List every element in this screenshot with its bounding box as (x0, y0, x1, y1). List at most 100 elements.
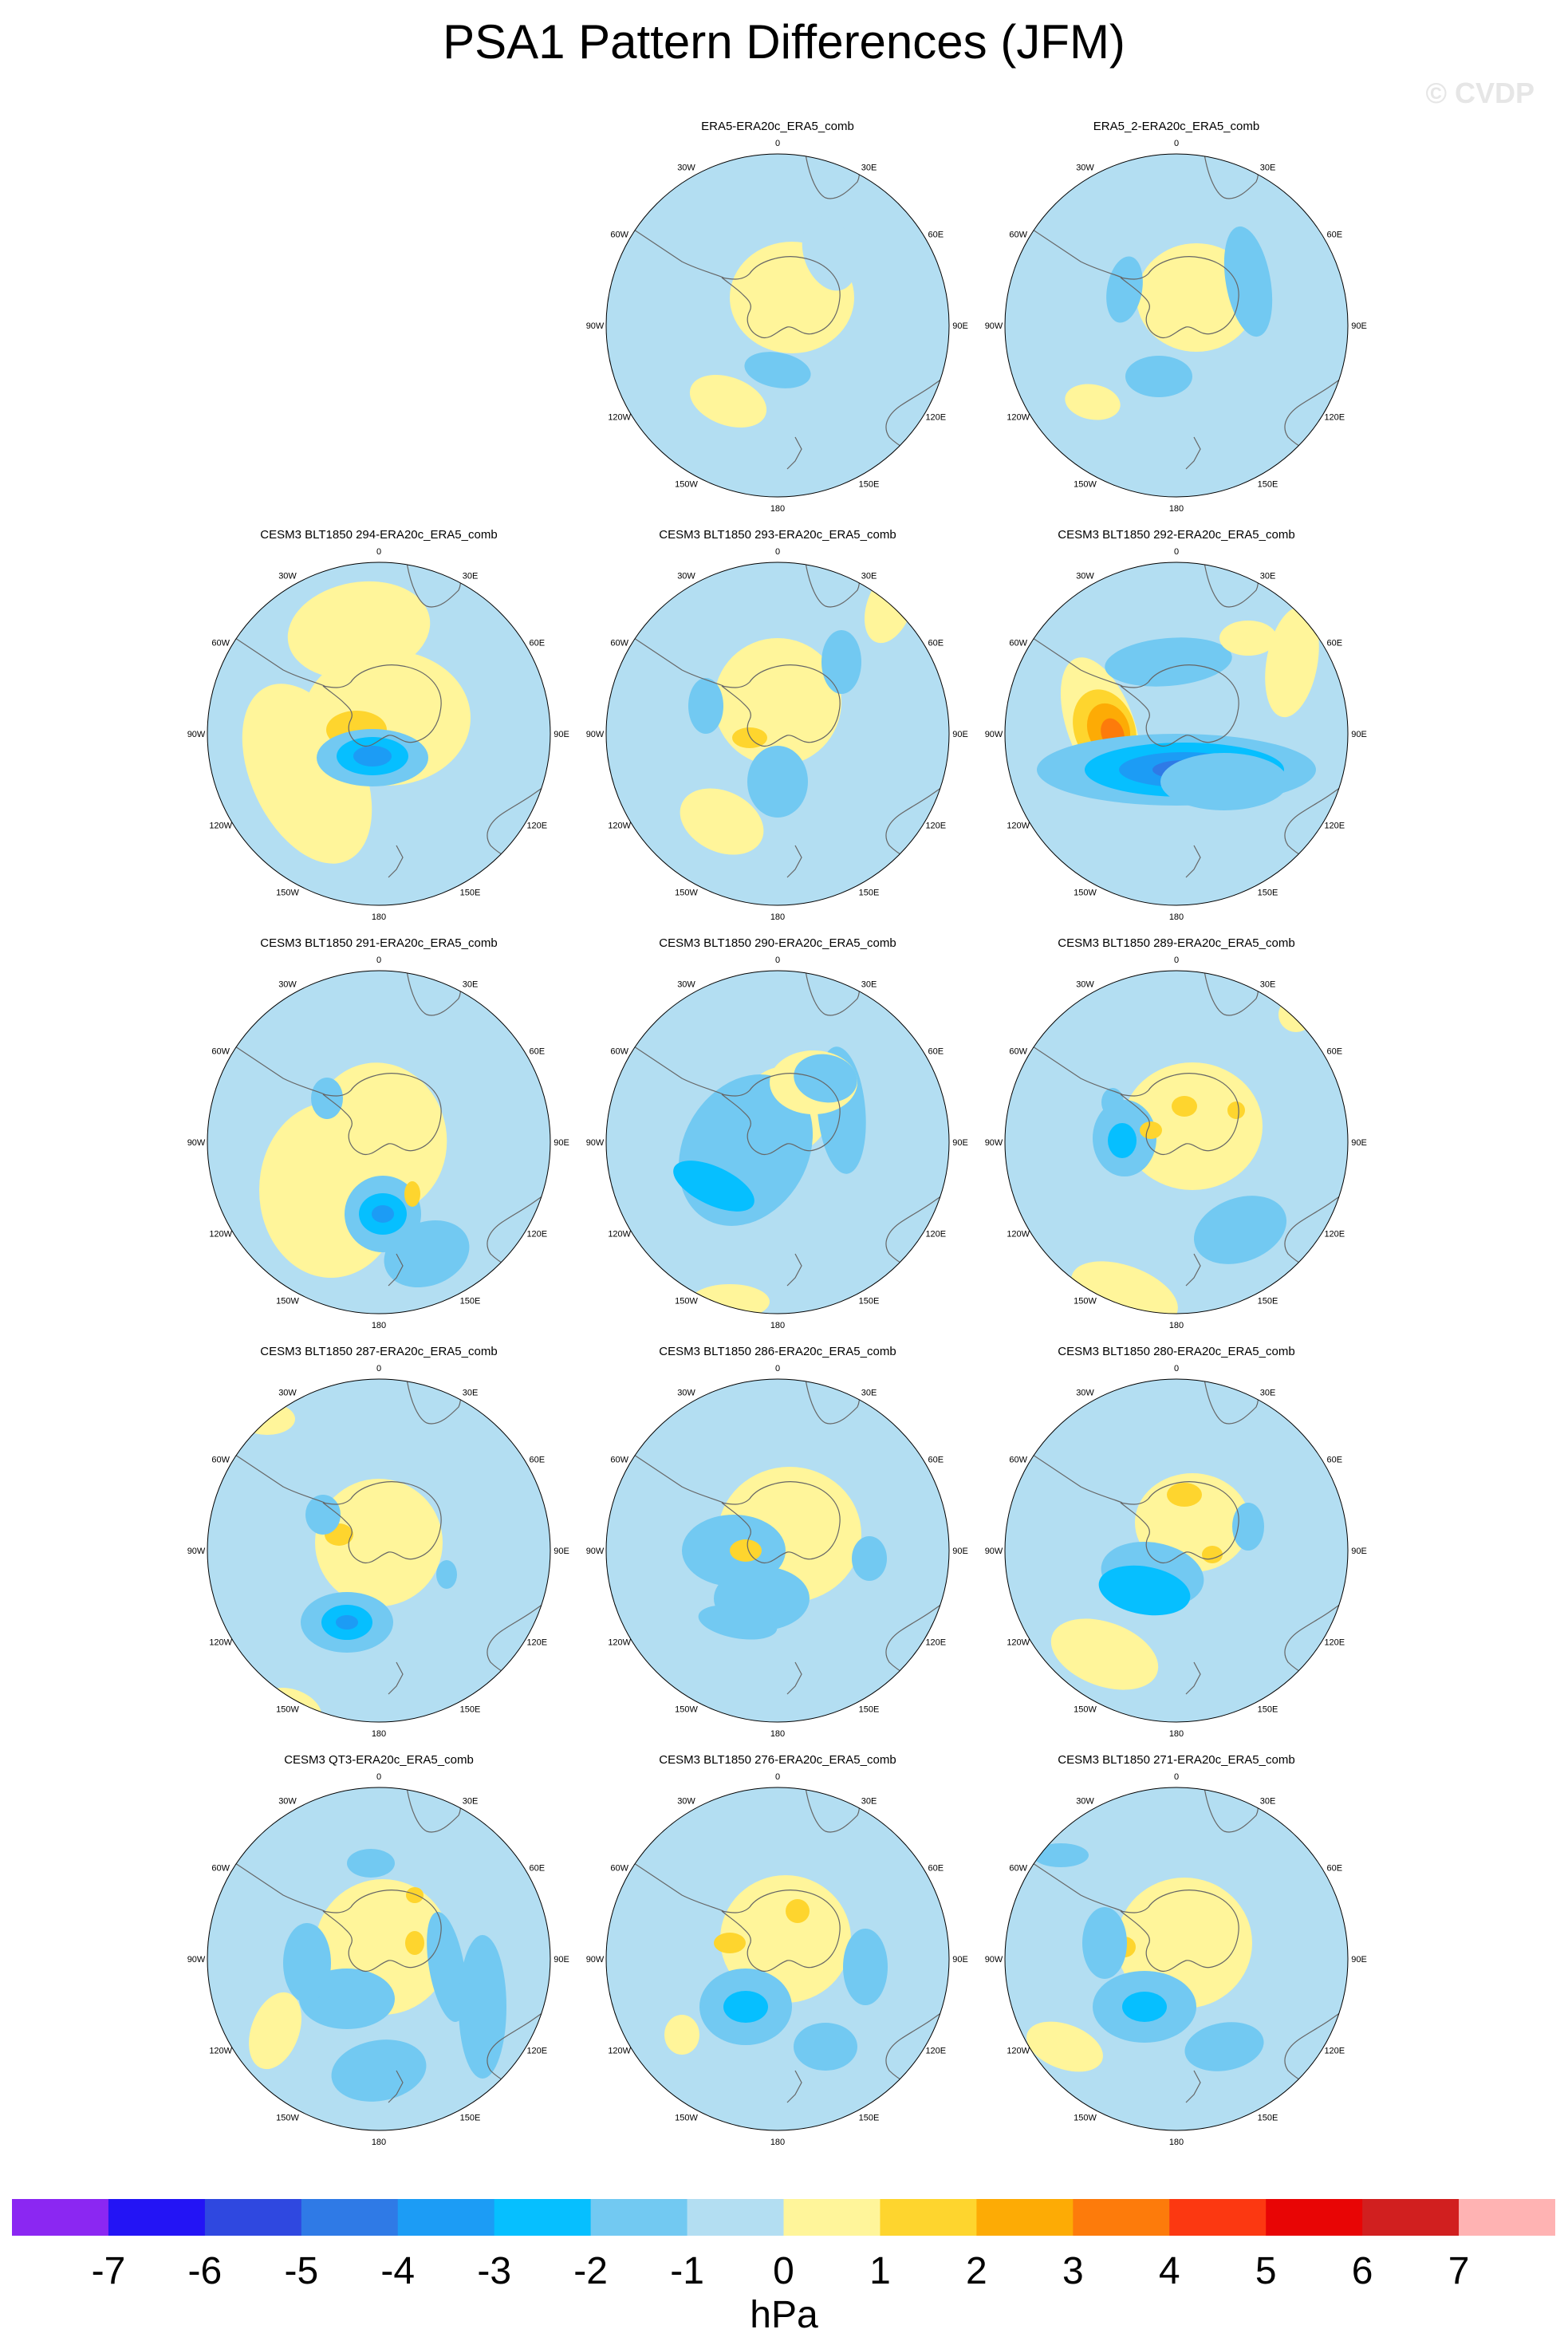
anomaly-contour (1122, 1992, 1167, 2022)
longitude-label: 120W (1007, 822, 1030, 831)
longitude-label: 60E (928, 1456, 944, 1465)
longitude-label: 60E (1327, 1864, 1343, 1874)
anomaly-contour (436, 1560, 457, 1589)
longitude-label: 90E (1351, 730, 1367, 739)
colorbar-tick-label: 5 (1255, 2250, 1277, 2292)
anomaly-contour (315, 1479, 443, 1606)
longitude-label: 30W (677, 1389, 695, 1398)
colorbar-tick-label: -3 (477, 2250, 512, 2292)
polar-stereographic-map: 0 30E 60E 90E 120E 150E 180 150W 120W 90W 60W 30W (187, 1772, 569, 2147)
map-border (207, 970, 551, 1314)
anomaly-contour (689, 375, 767, 428)
longitude-label: 150E (859, 1704, 880, 1714)
longitude-label: 0 (775, 1364, 780, 1373)
longitude-label: 60W (610, 231, 628, 240)
map-panel: CESM3 BLT1850 292-ERA20c_ERA5_comb 0 30E 60… (985, 528, 1368, 935)
anomaly-contour (249, 1992, 301, 2070)
anomaly-contour (786, 1899, 810, 1923)
longitude-label: 180 (372, 2138, 386, 2147)
longitude-label: 90E (952, 321, 968, 331)
anomaly-contour (747, 746, 808, 818)
longitude-label: 90W (586, 321, 605, 331)
longitude-label: 90W (586, 1955, 605, 1965)
colorbar-tick-label: -5 (284, 2250, 319, 2292)
longitude-label: 180 (372, 912, 386, 922)
longitude-label: 90E (554, 1955, 569, 1965)
anomaly-contour (1026, 2021, 1103, 2072)
longitude-label: 90E (554, 730, 569, 739)
longitude-label: 150W (1074, 1296, 1097, 1306)
anomaly-contour (283, 1923, 331, 2003)
anomaly-contour (690, 1284, 770, 1314)
longitude-label: 120W (608, 413, 631, 423)
longitude-label: 120W (209, 822, 232, 831)
longitude-label: 150E (460, 888, 481, 897)
longitude-label: 150W (1074, 1704, 1097, 1714)
colorbar-swatch (1073, 2199, 1170, 2236)
map-border (1004, 153, 1349, 498)
colorbar-swatch (108, 2199, 206, 2236)
longitude-label: 30W (1076, 980, 1094, 990)
panel-title: CESM3 BLT1850 287-ERA20c_ERA5_comb (260, 1345, 498, 1358)
longitude-label: 0 (376, 547, 381, 557)
longitude-label: 120W (1007, 2047, 1030, 2056)
longitude-label: 180 (1169, 504, 1184, 514)
longitude-label: 180 (1169, 1729, 1184, 1739)
longitude-label: 180 (770, 2138, 785, 2147)
longitude-label: 90E (1351, 321, 1367, 331)
map-panel: CESM3 QT3-ERA20c_ERA5_comb 0 30E 60E 90E 120E… (187, 1753, 570, 2160)
longitude-label: 60W (1009, 1864, 1027, 1874)
anomaly-contour (1278, 997, 1314, 1032)
longitude-label: 90W (985, 321, 1003, 331)
longitude-label: 60E (1327, 639, 1343, 648)
panel-title: CESM3 BLT1850 292-ERA20c_ERA5_comb (1058, 528, 1295, 542)
polar-stereographic-map: 0 30E 60E 90E 120E 150E 180 150W 120W 90W 60W 30W (985, 1772, 1367, 2147)
longitude-label: 30E (1260, 164, 1276, 173)
polar-stereographic-map: 0 30E 60E 90E 120E 150E 180 150W 120W 90W 60W 30W (586, 547, 968, 922)
colorbar-tick-label: 0 (773, 2250, 794, 2292)
panel-title: CESM3 BLT1850 293-ERA20c_ERA5_comb (659, 528, 896, 542)
longitude-label: 120W (608, 2047, 631, 2056)
anomaly-contour (427, 1911, 467, 2023)
antarctica-coastline (721, 1481, 841, 1564)
longitude-label: 150W (276, 2113, 299, 2122)
longitude-label: 150W (276, 888, 299, 897)
longitude-label: 180 (372, 1729, 386, 1739)
anomaly-contour (843, 1929, 888, 2005)
longitude-label: 150E (460, 1296, 481, 1306)
map-border (605, 1378, 950, 1723)
panel-title: ERA5-ERA20c_ERA5_comb (701, 120, 854, 133)
colorbar-swatch (1362, 2199, 1460, 2236)
longitude-label: 60W (610, 639, 628, 648)
antarctica-coastline (1120, 1073, 1239, 1156)
longitude-label: 150W (675, 1704, 698, 1714)
longitude-label: 60W (1009, 231, 1027, 240)
longitude-label: 0 (775, 956, 780, 965)
anomaly-contour (1202, 1546, 1223, 1563)
longitude-label: 60E (928, 1864, 944, 1874)
longitude-label: 150E (1258, 2113, 1278, 2122)
colorbar-swatch (397, 2199, 495, 2236)
longitude-label: 60W (211, 639, 230, 648)
longitude-label: 90W (586, 1547, 605, 1556)
longitude-label: 0 (1174, 139, 1179, 148)
anomaly-contour (1219, 621, 1277, 656)
map-panel: CESM3 BLT1850 287-ERA20c_ERA5_comb 0 30E 60… (187, 1345, 570, 1752)
anomaly-contour (1033, 1843, 1089, 1867)
polar-stereographic-map: 0 30E 60E 90E 120E 150E 180 150W 120W 90W 60W 30W (985, 139, 1367, 514)
longitude-label: 30W (677, 1797, 695, 1807)
panel-title: CESM3 BLT1850 271-ERA20c_ERA5_comb (1058, 1753, 1295, 1767)
longitude-label: 90E (1351, 1547, 1367, 1556)
longitude-label: 90E (1351, 1955, 1367, 1965)
anomaly-contour (347, 1849, 395, 1878)
longitude-label: 0 (775, 547, 780, 557)
colorbar-tick-label: 6 (1351, 2250, 1373, 2292)
new-zealand-coastline (388, 1253, 404, 1287)
longitude-label: 30W (1076, 1797, 1094, 1807)
polar-stereographic-map: 0 30E 60E 90E 120E 150E 180 150W 120W 90W 60W 30W (187, 547, 569, 922)
colorbar (12, 2199, 1555, 2236)
longitude-label: 30E (861, 980, 877, 990)
longitude-label: 90W (985, 1138, 1003, 1148)
colorbar-tick-label: -1 (670, 2250, 704, 2292)
longitude-label: 60E (928, 1047, 944, 1057)
